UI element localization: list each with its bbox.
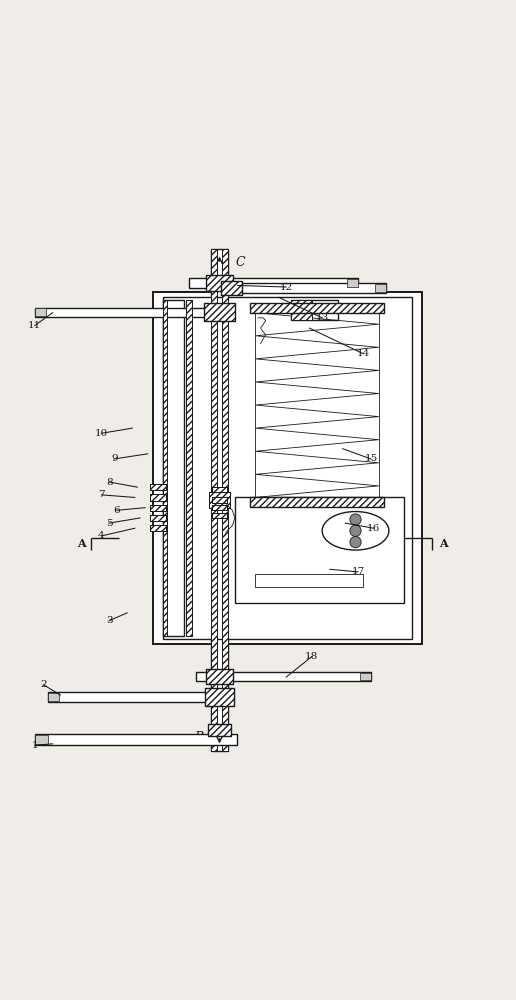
Bar bbox=[163, 300, 184, 636]
Text: 1: 1 bbox=[31, 741, 38, 750]
Bar bbox=[150, 494, 166, 501]
Bar bbox=[153, 292, 422, 644]
Bar bbox=[250, 497, 384, 507]
Bar bbox=[35, 308, 227, 317]
Bar bbox=[292, 300, 312, 320]
Bar bbox=[150, 484, 166, 490]
Bar bbox=[375, 284, 386, 292]
Bar bbox=[292, 300, 337, 320]
Bar bbox=[206, 669, 233, 684]
Text: B: B bbox=[195, 731, 203, 744]
Text: 7: 7 bbox=[98, 490, 105, 499]
Text: 3: 3 bbox=[106, 616, 112, 625]
Bar bbox=[235, 497, 404, 603]
Text: 6: 6 bbox=[114, 506, 120, 515]
Bar bbox=[250, 497, 384, 507]
Bar bbox=[35, 735, 47, 744]
Bar bbox=[209, 492, 230, 508]
Bar bbox=[150, 525, 166, 531]
Text: 13: 13 bbox=[315, 313, 329, 322]
Bar bbox=[212, 497, 227, 503]
Bar bbox=[208, 724, 231, 736]
Ellipse shape bbox=[322, 512, 389, 550]
Bar bbox=[212, 497, 227, 503]
Bar bbox=[47, 693, 59, 701]
Bar bbox=[255, 574, 363, 587]
Bar bbox=[212, 513, 227, 518]
Text: 14: 14 bbox=[357, 349, 370, 358]
Bar bbox=[186, 300, 192, 636]
Bar bbox=[220, 281, 242, 295]
Text: 16: 16 bbox=[367, 524, 380, 533]
Bar bbox=[204, 303, 235, 321]
Circle shape bbox=[350, 525, 361, 536]
Bar bbox=[206, 275, 233, 291]
Bar bbox=[35, 308, 46, 316]
Bar bbox=[212, 513, 227, 518]
Bar bbox=[212, 505, 227, 510]
Bar bbox=[212, 505, 227, 510]
Bar bbox=[222, 249, 228, 751]
Bar bbox=[212, 487, 227, 492]
Bar bbox=[35, 734, 237, 745]
Text: C: C bbox=[235, 256, 245, 269]
Bar bbox=[150, 484, 166, 490]
Bar bbox=[186, 300, 192, 636]
Bar bbox=[220, 281, 242, 295]
Text: A: A bbox=[440, 538, 448, 549]
Bar bbox=[206, 275, 233, 291]
Bar bbox=[150, 505, 166, 511]
Text: 15: 15 bbox=[364, 454, 378, 463]
Text: 5: 5 bbox=[106, 519, 112, 528]
Circle shape bbox=[350, 514, 361, 525]
Bar bbox=[205, 688, 234, 706]
Text: 10: 10 bbox=[95, 429, 108, 438]
Bar bbox=[250, 303, 384, 313]
Bar bbox=[360, 673, 371, 680]
Text: 17: 17 bbox=[351, 567, 365, 576]
Text: 11: 11 bbox=[28, 321, 41, 330]
Bar bbox=[150, 515, 166, 521]
Bar bbox=[211, 249, 228, 751]
Text: 18: 18 bbox=[305, 652, 318, 661]
Text: 4: 4 bbox=[98, 531, 105, 540]
Text: 12: 12 bbox=[280, 283, 293, 292]
Bar bbox=[163, 297, 412, 639]
Bar bbox=[212, 487, 227, 492]
Bar bbox=[150, 525, 166, 531]
Text: A: A bbox=[76, 538, 85, 549]
Bar bbox=[150, 505, 166, 511]
Bar bbox=[250, 303, 384, 313]
Bar bbox=[206, 669, 233, 684]
Text: 8: 8 bbox=[106, 478, 112, 487]
Bar bbox=[47, 692, 227, 702]
Circle shape bbox=[350, 536, 361, 548]
Bar bbox=[208, 724, 231, 736]
Bar bbox=[163, 300, 167, 636]
Bar bbox=[209, 492, 230, 508]
Text: 2: 2 bbox=[40, 680, 47, 689]
Bar bbox=[150, 515, 166, 521]
Bar bbox=[235, 283, 386, 293]
Bar bbox=[197, 672, 371, 681]
Text: 9: 9 bbox=[111, 454, 118, 463]
Bar bbox=[347, 279, 358, 287]
Bar bbox=[150, 494, 166, 501]
Bar bbox=[204, 303, 235, 321]
Bar bbox=[205, 688, 234, 706]
Bar bbox=[211, 249, 217, 751]
Bar bbox=[189, 278, 358, 288]
